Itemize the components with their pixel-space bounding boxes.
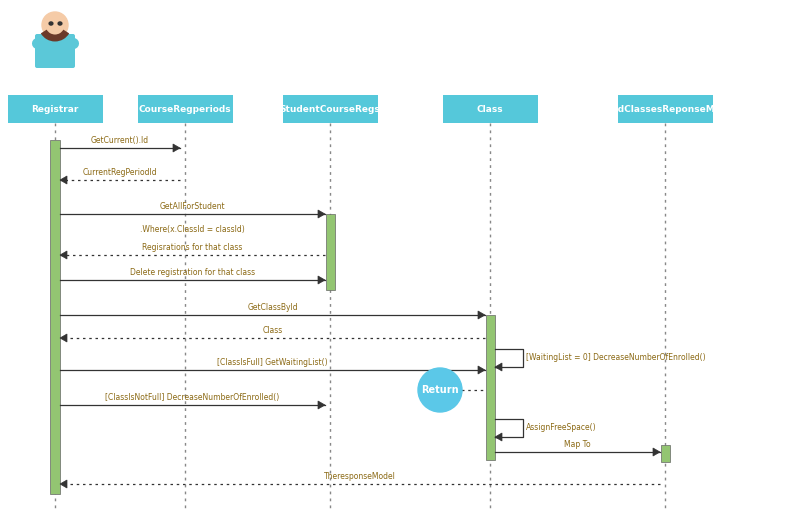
Text: Class: Class (477, 104, 503, 114)
Polygon shape (173, 144, 180, 152)
Polygon shape (478, 311, 485, 319)
Text: Class: Class (262, 326, 282, 335)
Text: Return: Return (421, 385, 459, 395)
Text: [WaitingList = 0] DecreaseNumberOfEnrolled(): [WaitingList = 0] DecreaseNumberOfEnroll… (526, 353, 706, 362)
Text: AssignFreeSpace(): AssignFreeSpace() (526, 424, 597, 432)
Bar (618, 95, 713, 123)
Polygon shape (318, 401, 325, 409)
Text: [ClassIsNotFull] DecreaseNumberOfEnrolled(): [ClassIsNotFull] DecreaseNumberOfEnrolle… (106, 393, 280, 402)
Text: ListedClassesReponseModel: ListedClassesReponseModel (594, 104, 737, 114)
Bar (7, 95, 102, 123)
Text: [ClassIsFull] GetWaitingList(): [ClassIsFull] GetWaitingList() (217, 358, 328, 367)
Polygon shape (60, 251, 67, 259)
Text: GetCurrent().Id: GetCurrent().Id (91, 136, 149, 145)
Polygon shape (653, 448, 660, 456)
Polygon shape (60, 334, 67, 342)
Bar (326, 214, 334, 290)
Circle shape (42, 12, 68, 38)
Bar (50, 140, 60, 494)
Text: Delete registration for that class: Delete registration for that class (130, 268, 255, 277)
Polygon shape (478, 366, 485, 374)
Text: Registrar: Registrar (31, 104, 78, 114)
Text: Map To: Map To (564, 440, 591, 449)
Polygon shape (318, 210, 325, 218)
Bar (442, 95, 538, 123)
Bar (282, 95, 378, 123)
Text: Regisrations for that class: Regisrations for that class (142, 243, 242, 252)
Text: TheresponseModel: TheresponseModel (324, 472, 396, 481)
Polygon shape (495, 363, 502, 371)
Polygon shape (60, 176, 67, 184)
Polygon shape (495, 433, 502, 441)
Polygon shape (318, 276, 325, 284)
Bar (661, 445, 670, 462)
Text: CurrentRegPeriodId: CurrentRegPeriodId (82, 168, 158, 177)
Bar (138, 95, 233, 123)
Text: CourseRegperiods: CourseRegperiods (138, 104, 231, 114)
Text: GetAllForStudent: GetAllForStudent (160, 202, 226, 211)
Text: GetClassById: GetClassById (247, 303, 298, 312)
Circle shape (418, 368, 462, 412)
Text: StudentCourseRegs: StudentCourseRegs (280, 104, 380, 114)
Bar (486, 315, 494, 460)
Polygon shape (60, 480, 67, 488)
FancyBboxPatch shape (35, 34, 75, 68)
Text: .Where(x.ClassId = classId): .Where(x.ClassId = classId) (140, 225, 245, 234)
